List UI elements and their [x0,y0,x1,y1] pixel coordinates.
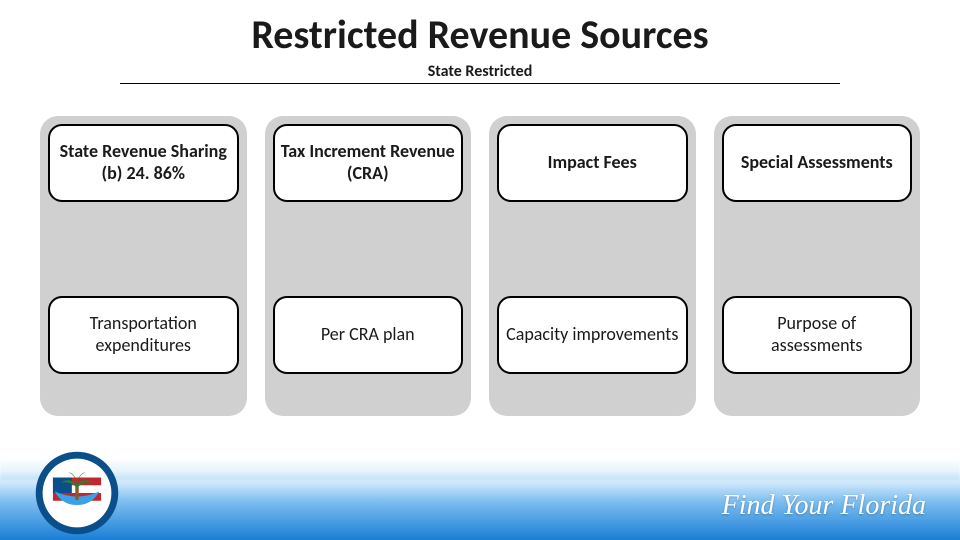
column-2: Tax Increment Revenue (CRA) Per CRA plan [265,116,472,416]
column-header-text: Special Assessments [741,152,893,174]
column-header-pill: Impact Fees [497,124,688,202]
column-header-text: Tax Increment Revenue (CRA) [281,141,456,184]
footer-tagline: Find Your Florida [722,490,926,522]
column-header-pill: Tax Increment Revenue (CRA) [273,124,464,202]
slide-title: Restricted Revenue Sources [0,10,960,59]
column-header-text: Impact Fees [548,152,637,174]
column-detail-pill: Capacity improvements [497,296,688,374]
column-3: Impact Fees Capacity improvements [489,116,696,416]
column-header-pill: Special Assessments [722,124,913,202]
column-1: State Revenue Sharing (b) 24. 86% Transp… [40,116,247,416]
column-detail-text: Transportation expenditures [56,313,231,356]
column-header-text: State Revenue Sharing (b) 24. 86% [56,141,231,184]
column-detail-pill: Per CRA plan [273,296,464,374]
column-4: Special Assessments Purpose of assessmen… [714,116,921,416]
column-header-pill: State Revenue Sharing (b) 24. 86% [48,124,239,202]
subtitle-container: State Restricted [120,62,840,84]
columns-container: State Revenue Sharing (b) 24. 86% Transp… [40,116,920,416]
slide-subtitle: State Restricted [120,62,840,83]
column-detail-pill: Purpose of assessments [722,296,913,374]
city-seal-icon [34,450,120,536]
column-detail-text: Per CRA plan [321,324,415,346]
column-detail-text: Capacity improvements [506,324,678,346]
column-detail-pill: Transportation expenditures [48,296,239,374]
column-detail-text: Purpose of assessments [730,313,905,356]
footer: Find Your Florida [0,454,960,540]
slide: Restricted Revenue Sources State Restric… [0,0,960,540]
